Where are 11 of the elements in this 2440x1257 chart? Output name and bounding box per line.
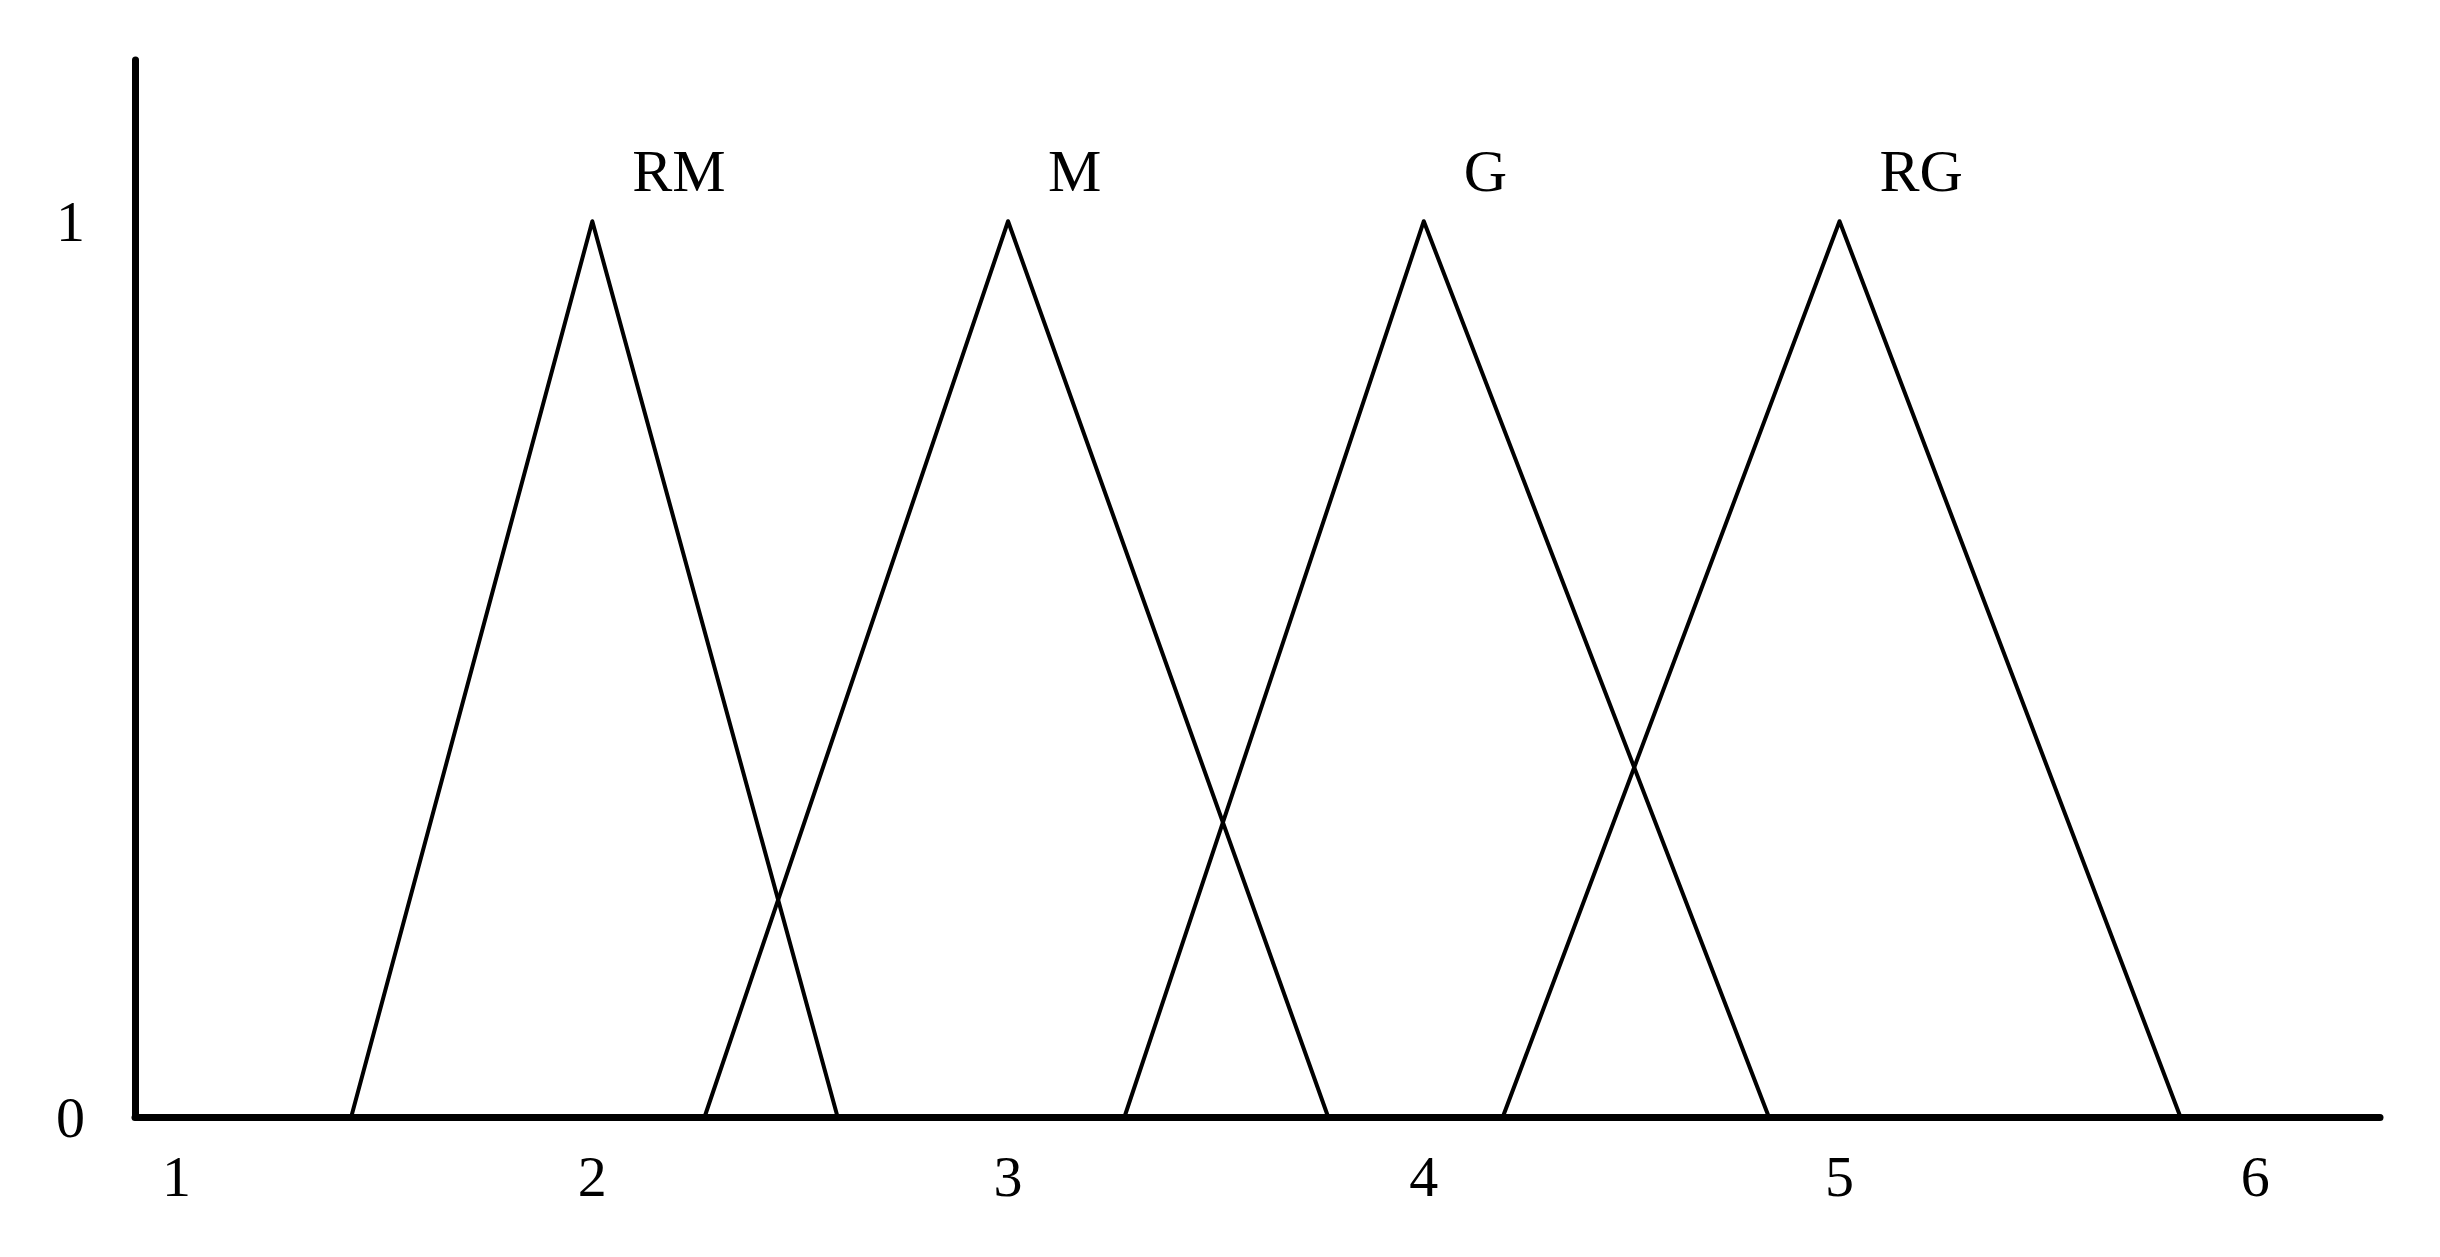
x-tick-label: 6 xyxy=(2240,1143,2270,1209)
x-tick-label: 5 xyxy=(1825,1143,1855,1209)
x-tick-label: 2 xyxy=(577,1143,607,1209)
x-tick-label: 3 xyxy=(993,1143,1023,1209)
series-label: G xyxy=(1463,138,1508,205)
series-label: M xyxy=(1048,138,1102,205)
series-label: RM xyxy=(632,138,726,205)
x-tick-label: 4 xyxy=(1409,1143,1439,1209)
series-label: RG xyxy=(1879,138,1963,205)
x-tick-label: 1 xyxy=(162,1143,192,1209)
y-tick-label: 0 xyxy=(56,1084,85,1150)
